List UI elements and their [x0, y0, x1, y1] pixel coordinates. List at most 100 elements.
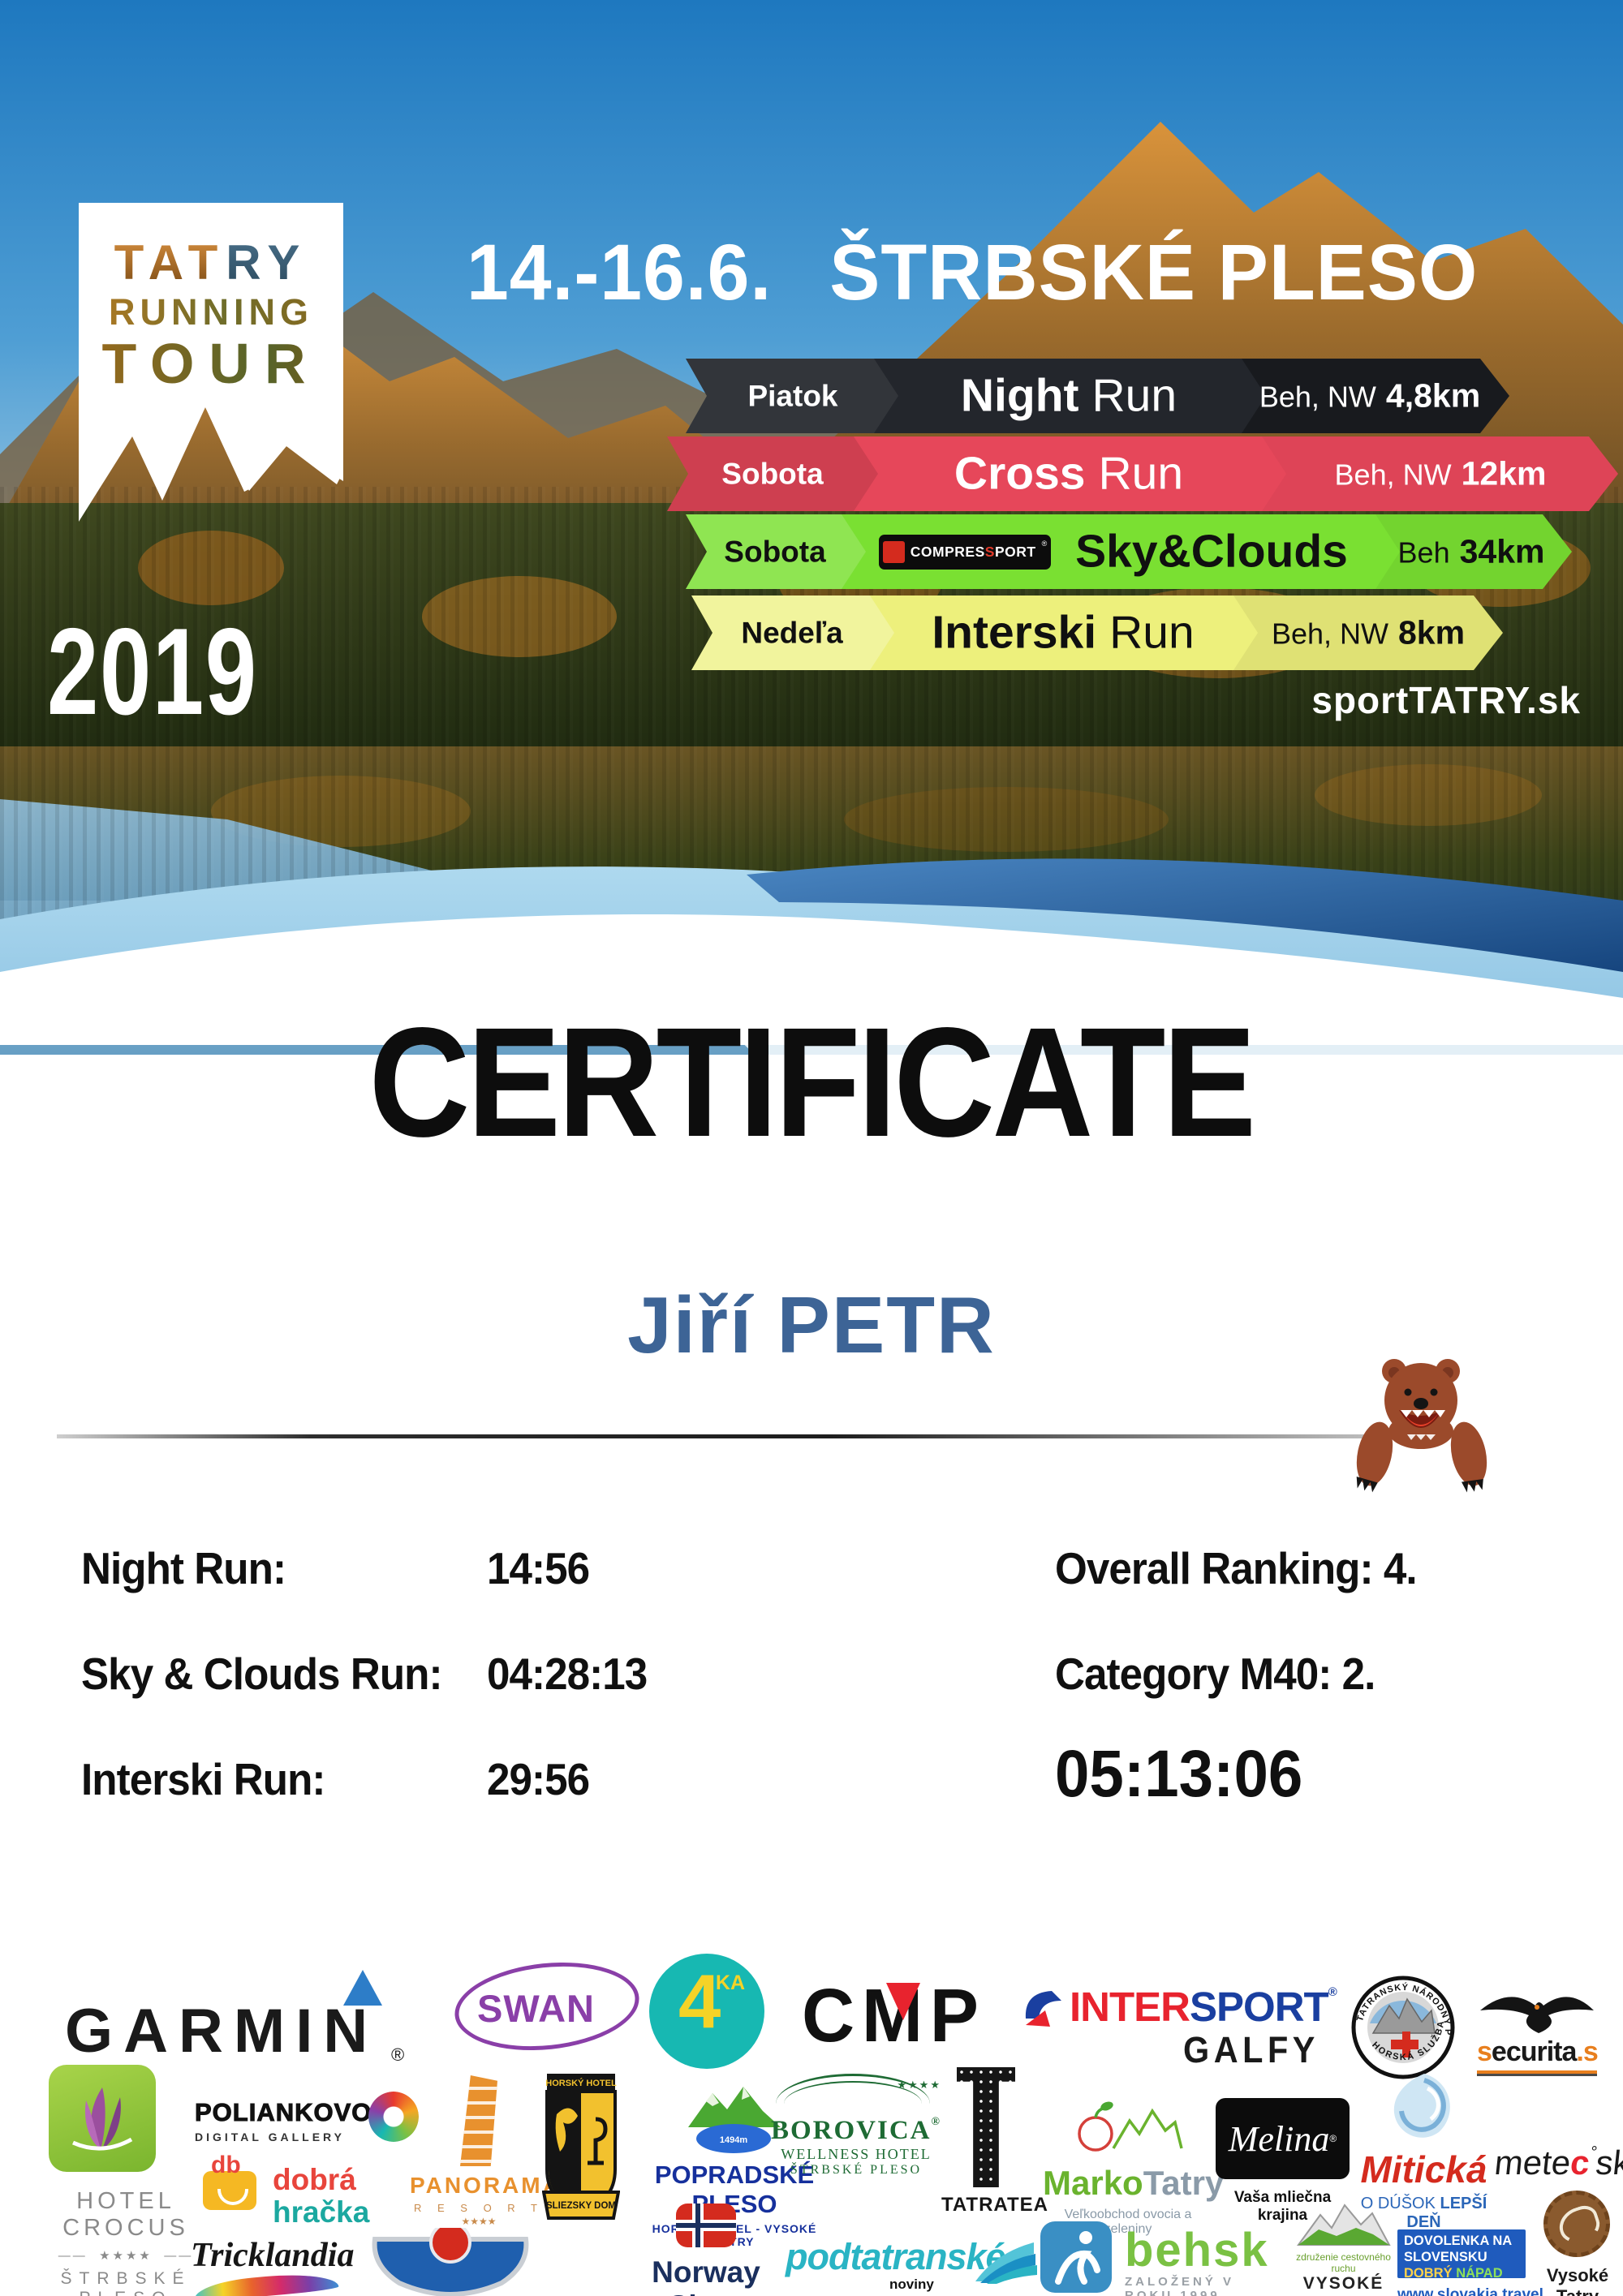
race-day: Sobota	[721, 457, 824, 491]
race-banner-cross: Sobota Cross Run Beh, NW 12km	[667, 436, 1618, 511]
svg-text:HORSKÝ HOTEL: HORSKÝ HOTEL	[545, 2078, 617, 2088]
sponsor-dobra-hracka: db dobrá hračka	[203, 2152, 422, 2234]
compressport-logo: COMPRESSPORT ®	[879, 535, 1051, 570]
tanap-rescue-emblem: TATRANSKÝ NÁRODNÝ PARK HORSKÁ SLUŽBA	[1350, 1975, 1455, 2079]
marko-tatry-icon	[1078, 2101, 1183, 2152]
logo-line1: TATRY	[114, 235, 308, 290]
garmin-reg: ®	[391, 2044, 405, 2065]
race-name: Sky&Clouds	[1075, 525, 1348, 578]
banner-dist-seg	[1242, 359, 1509, 433]
result-value: 29:56	[487, 1754, 590, 1804]
intersport-mark-icon	[1025, 1991, 1061, 2027]
race-banner-interski: Nedeľa Interski Run Beh, NW 8km	[691, 595, 1503, 670]
tatry-mountains-icon	[1296, 2204, 1391, 2246]
sponsor-securitas: securita.s	[1477, 1989, 1599, 2074]
race-banner-night: Piatok Night Run Beh, NW 4,8km	[686, 359, 1509, 433]
popradske-pleso-icon: 1494m	[688, 2087, 781, 2153]
sponsor-behsk: behsk ZALOŽENÝ V ROKU 1999	[1040, 2221, 1284, 2296]
sponsor-vysoke-tatry-zdruzenie: združenie cestovného ruchu VYSOKÉ TATRY …	[1289, 2200, 1398, 2296]
race-day: Sobota	[724, 535, 826, 569]
banner-bg	[686, 514, 1572, 589]
event-location: ŠTRBSKÉ PLESO	[829, 228, 1479, 316]
runner-name: Jiří PETR	[627, 1280, 996, 1369]
race-day: Nedeľa	[741, 616, 843, 650]
svg-text:SLIEZSKY DOM: SLIEZSKY DOM	[546, 2201, 616, 2211]
banner-dist-seg	[1375, 514, 1572, 589]
logo-line3: TOUR	[79, 335, 343, 392]
banner-day-seg	[686, 359, 898, 433]
melina-box: Melina ®	[1216, 2098, 1350, 2179]
panorama-tower-icon	[460, 2075, 497, 2166]
sponsor-borovica: ★★★★ BOROVICA® WELLNESS HOTEL ŠTRBSKÉ PL…	[771, 2074, 941, 2178]
banner-bg	[691, 595, 1503, 670]
banner-day-seg	[691, 595, 894, 670]
banner-day-seg	[667, 436, 878, 511]
sponsor-miticka: Mitická O DÚŠOK LEPŠÍ DEŇ	[1349, 2069, 1499, 2232]
slovakia-travel-box: DOVOLENKA NA SLOVENSKU DOBRÝ NÁPAD	[1397, 2229, 1526, 2281]
securitas-underline	[1477, 2070, 1597, 2074]
race-day: Piatok	[747, 379, 838, 413]
banner-bg	[686, 359, 1509, 433]
result-label: Interski Run:	[81, 1754, 325, 1804]
region-tatry-emblem-icon	[1543, 2191, 1610, 2257]
race-name: Cross Run	[954, 447, 1184, 500]
miticka-water-icon	[1393, 2074, 1450, 2138]
total-time: 05:13:06	[1055, 1737, 1303, 1811]
sponsor-tricklandia: Tricklandia	[191, 2236, 354, 2296]
race-distance: Beh, NW 4,8km	[1259, 376, 1481, 415]
noviny-pages-icon	[975, 2242, 1037, 2284]
tatry-running-tour-logo: TATRY RUNNING TOUR	[79, 203, 343, 560]
wave-divider	[0, 858, 1623, 1045]
sponsor-hotel-crocus: HOTEL CROCUS —— ★★★★ —— ŠTRBSKÉ PLESO	[16, 2065, 235, 2296]
event-year: 2019	[47, 603, 258, 741]
sponsor-tatratea: TATRATEA	[941, 2067, 1048, 2216]
sponsor-birell	[372, 2228, 529, 2296]
sponsor-marko-tatry: MarkoTatry Veľkoobchod ovocia a zeleniny	[1043, 2092, 1224, 2237]
result-value: 04:28:13	[487, 1649, 648, 1699]
divider-line	[57, 1434, 1465, 1438]
result-label: Night Run:	[81, 1543, 286, 1593]
race-name: Interski Run	[932, 606, 1195, 659]
event-date: 14.-16.6.	[467, 228, 773, 316]
svg-text:1494m: 1494m	[720, 2135, 747, 2145]
certificate-title: CERTIFICATE	[369, 995, 1257, 1169]
logo-flag-shape	[79, 203, 343, 522]
event-website: sportTATRY.sk	[1311, 679, 1581, 721]
banner-day-seg	[686, 514, 866, 589]
sponsor-galfy: GALFY	[1183, 2029, 1319, 2070]
category-ranking: Category M40: 2.	[1055, 1649, 1375, 1699]
race-name: Night Run	[960, 369, 1177, 422]
sponsor-poliankovo: POLIANKOVO DIGITAL GALLERY	[195, 2092, 430, 2143]
sponsor-podtatranske-noviny: podtatranské noviny	[786, 2236, 1037, 2292]
poliankovo-rings-icon	[368, 2092, 419, 2142]
behsk-runner-icon	[1040, 2221, 1112, 2293]
banner-bg	[667, 436, 1618, 511]
borovica-swoosh-icon	[776, 2074, 930, 2104]
race-distance: Beh, NW 12km	[1334, 454, 1547, 492]
sponsor-meteo-sk: metec°sk	[1492, 2143, 1623, 2182]
race-distance: Beh 34km	[1397, 532, 1545, 570]
event-title: 14.-16.6. ŠTRBSKÉ PLESO	[467, 227, 1573, 318]
sponsor-sliezsky-dom-crest: HORSKÝ HOTEL SLIEZSKY DOM	[542, 2074, 620, 2220]
overall-ranking: Overall Ranking: 4.	[1055, 1543, 1418, 1593]
sponsor-swan: SWAN	[450, 1954, 644, 2059]
securitas-eagle-icon	[1480, 1997, 1594, 2033]
tatratea-bottle-icon	[957, 2067, 1015, 2187]
sponsor-intersport: INTERSPORT®	[1070, 1984, 1337, 2030]
garmin-triangle-icon	[343, 1970, 382, 2006]
logo-line2: RUNNING	[79, 294, 343, 330]
crocus-flower-icon	[49, 2065, 156, 2172]
result-value: 14:56	[487, 1543, 590, 1593]
norway-flag-icon	[676, 2204, 736, 2247]
cmp-triangle-icon	[886, 1983, 920, 2020]
result-label: Sky & Clouds Run:	[81, 1649, 442, 1699]
banner-dist-seg	[1233, 595, 1503, 670]
sponsor-4ka: 4 KA	[649, 1954, 764, 2069]
sponsor-garmin: GARMIN	[65, 1997, 379, 2066]
bear-mascot-icon	[1356, 1359, 1487, 1493]
race-distance: Beh, NW 8km	[1271, 613, 1466, 651]
sponsor-region-tatry: Vysoké Tatry REGIÓN www.regiontatry.sk	[1532, 2191, 1623, 2296]
sponsor-panorama: PANORAMA® R E S O R T ★★★★	[410, 2075, 570, 2227]
sponsor-norway-shop: Norway Shop SPORT&FASHION E·SHOP	[629, 2204, 783, 2296]
